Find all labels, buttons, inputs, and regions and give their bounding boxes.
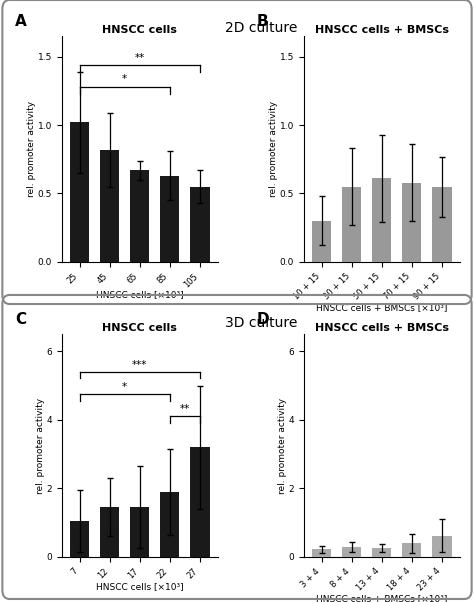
Bar bbox=[190, 187, 210, 262]
Y-axis label: rel. promoter activity: rel. promoter activity bbox=[278, 397, 287, 494]
Text: B: B bbox=[257, 13, 268, 28]
Bar bbox=[402, 182, 421, 262]
Y-axis label: rel. promoter activity: rel. promoter activity bbox=[27, 101, 36, 197]
Text: **: ** bbox=[180, 404, 190, 414]
Bar bbox=[130, 170, 149, 262]
Title: HNSCC cells + BMSCs: HNSCC cells + BMSCs bbox=[315, 323, 449, 334]
Y-axis label: rel. promoter activity: rel. promoter activity bbox=[269, 101, 278, 197]
Bar bbox=[100, 150, 119, 262]
Bar bbox=[190, 447, 210, 557]
Bar bbox=[312, 221, 331, 262]
Bar bbox=[342, 187, 362, 262]
Bar bbox=[70, 122, 90, 262]
Bar bbox=[372, 548, 392, 557]
Text: D: D bbox=[257, 312, 269, 327]
Title: HNSCC cells: HNSCC cells bbox=[102, 25, 177, 36]
Text: C: C bbox=[15, 312, 26, 327]
Bar bbox=[70, 521, 90, 557]
Text: 2D culture: 2D culture bbox=[225, 21, 297, 35]
X-axis label: HNSCC cells + BMSCs [×10³]: HNSCC cells + BMSCs [×10³] bbox=[316, 303, 447, 312]
Text: ***: *** bbox=[132, 359, 147, 370]
Bar bbox=[100, 507, 119, 557]
Text: A: A bbox=[15, 13, 27, 28]
Bar bbox=[160, 492, 180, 557]
Bar bbox=[432, 187, 452, 262]
Bar bbox=[130, 507, 149, 557]
X-axis label: HNSCC cells [×10³]: HNSCC cells [×10³] bbox=[96, 291, 183, 299]
Bar bbox=[342, 547, 362, 557]
Bar bbox=[160, 176, 180, 262]
Bar bbox=[402, 543, 421, 557]
Bar bbox=[432, 536, 452, 557]
X-axis label: HNSCC cells + BMSCs [×10³]: HNSCC cells + BMSCs [×10³] bbox=[316, 594, 447, 602]
Title: HNSCC cells + BMSCs: HNSCC cells + BMSCs bbox=[315, 25, 449, 36]
Y-axis label: rel. promoter activity: rel. promoter activity bbox=[36, 397, 45, 494]
Bar bbox=[372, 178, 392, 262]
Text: *: * bbox=[122, 382, 127, 392]
Title: HNSCC cells: HNSCC cells bbox=[102, 323, 177, 334]
Text: 3D culture: 3D culture bbox=[225, 316, 297, 330]
Bar bbox=[312, 549, 331, 557]
Text: *: * bbox=[122, 75, 127, 84]
Text: **: ** bbox=[135, 52, 145, 63]
X-axis label: HNSCC cells [×10³]: HNSCC cells [×10³] bbox=[96, 582, 183, 591]
